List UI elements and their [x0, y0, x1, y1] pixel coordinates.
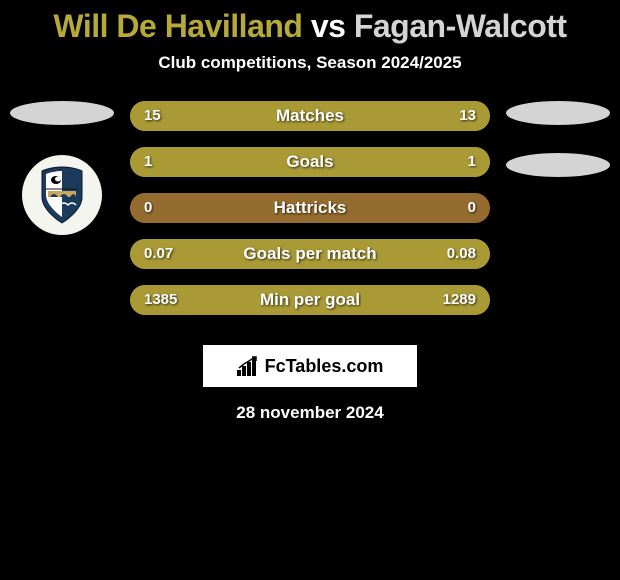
stat-label: Matches: [130, 101, 490, 131]
stat-bar: 1Goals1: [130, 147, 490, 177]
stat-right-value: 0.08: [447, 239, 476, 269]
club-shield-icon: [36, 165, 88, 225]
player2-name: Fagan-Walcott: [354, 8, 567, 44]
stat-label: Goals per match: [130, 239, 490, 269]
stat-bar: 0.07Goals per match0.08: [130, 239, 490, 269]
stat-right-value: 13: [459, 101, 476, 131]
vs-text: vs: [311, 8, 346, 44]
branding-box: FcTables.com: [203, 345, 417, 387]
player1-name: Will De Havilland: [53, 8, 302, 44]
stat-label: Min per goal: [130, 285, 490, 315]
subtitle: Club competitions, Season 2024/2025: [0, 53, 620, 73]
stat-bar: 1385Min per goal1289: [130, 285, 490, 315]
main-row: 15Matches13 1Goals1 0Hattricks0 0.07Goals p…: [0, 101, 620, 331]
player2-ellipse-2: [506, 153, 610, 177]
player1-ellipse: [10, 101, 114, 125]
player2-ellipse-1: [506, 101, 610, 125]
comparison-title: Will De Havilland vs Fagan-Walcott: [0, 8, 620, 45]
stats-bars: 15Matches13 1Goals1 0Hattricks0 0.07Goals p…: [120, 101, 500, 331]
brand-text: FcTables.com: [265, 356, 384, 377]
stat-right-value: 1289: [443, 285, 476, 315]
right-column: [500, 101, 620, 177]
stat-label: Goals: [130, 147, 490, 177]
left-column: [0, 101, 120, 235]
brand-chart-icon: [237, 356, 259, 376]
stat-right-value: 0: [468, 193, 476, 223]
stat-bar: 0Hattricks0: [130, 193, 490, 223]
stat-right-value: 1: [468, 147, 476, 177]
date-text: 28 november 2024: [0, 403, 620, 423]
club-logo: [22, 155, 102, 235]
stat-label: Hattricks: [130, 193, 490, 223]
stat-bar: 15Matches13: [130, 101, 490, 131]
